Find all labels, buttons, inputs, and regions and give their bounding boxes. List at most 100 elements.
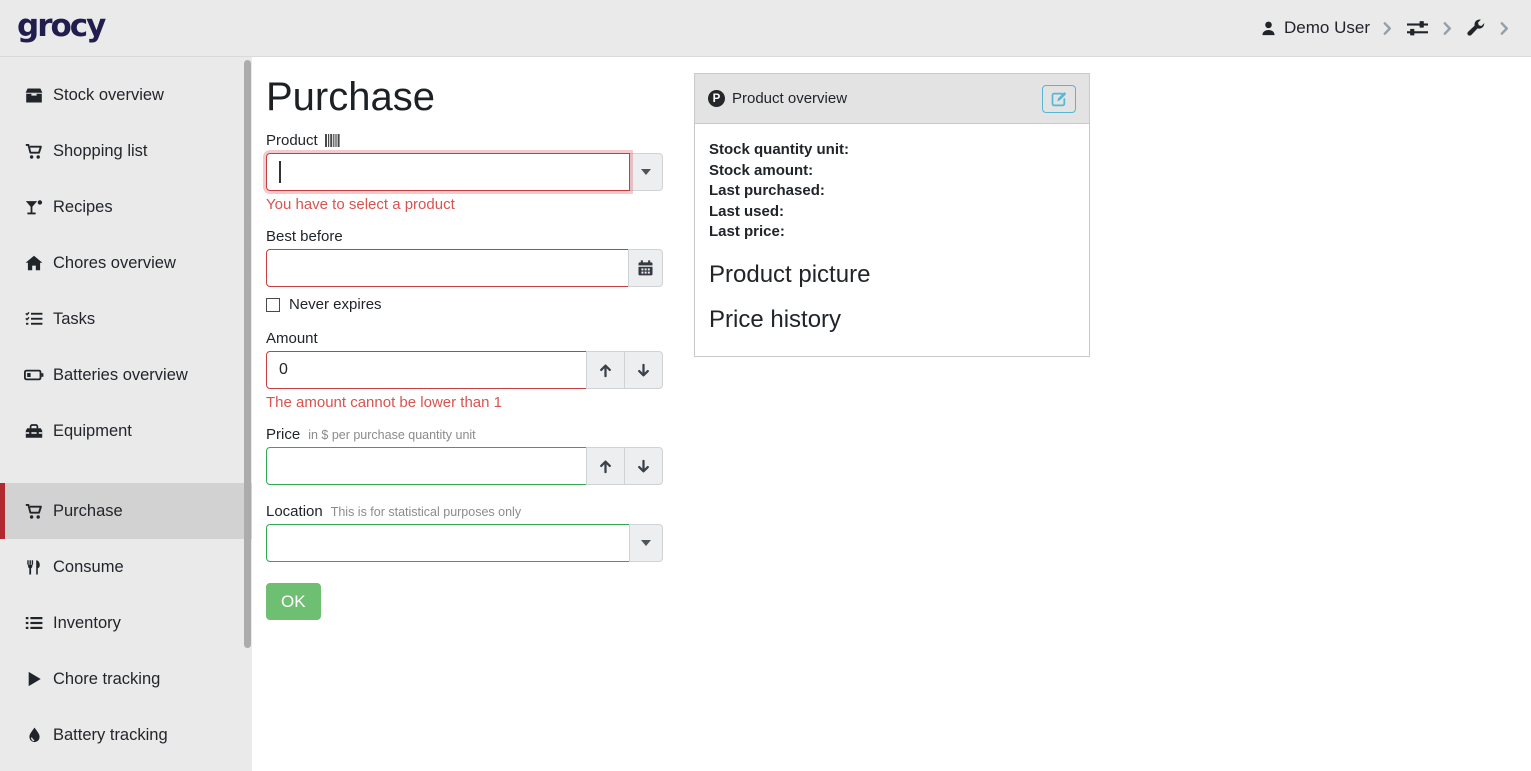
sidebar-item-inventory[interactable]: Inventory <box>0 595 252 651</box>
chevron-right-icon <box>1500 21 1509 35</box>
sidebar-item-label: Battery tracking <box>53 725 168 744</box>
sidebar-item-tasks[interactable]: Tasks <box>0 291 252 347</box>
amount-input[interactable] <box>266 351 587 389</box>
price-label-row: Price in $ per purchase quantity unit <box>266 426 663 443</box>
sidebar-item-label: Chore tracking <box>53 669 161 688</box>
product-input[interactable] <box>266 153 630 191</box>
best-before-input-group <box>266 249 663 287</box>
wrench-icon <box>1467 19 1485 37</box>
tasks-icon <box>24 311 44 327</box>
price-group: Price in $ per purchase quantity unit <box>266 426 663 485</box>
arrow-down-icon <box>636 459 651 474</box>
sidebar-item-label: Stock overview <box>53 85 164 104</box>
arrow-down-icon <box>636 363 651 378</box>
location-hint: This is for statistical purposes only <box>330 505 522 519</box>
grocy-logo: grocy <box>17 7 106 44</box>
shopping-cart-icon <box>24 503 44 520</box>
master-data-menu[interactable] <box>1407 20 1428 37</box>
amount-increment-button[interactable] <box>586 351 625 389</box>
page-title: Purchase <box>266 75 435 119</box>
top-nav: Demo User <box>1260 18 1509 38</box>
sidebar-item-consume[interactable]: Consume <box>0 539 252 595</box>
best-before-label: Best before <box>266 228 343 245</box>
product-overview-panel: P Product overview Stock quantity unit: … <box>694 73 1090 771</box>
stock-amount-line: Stock amount: <box>709 161 814 179</box>
sidebar-item-label: Inventory <box>53 613 121 632</box>
droplet-icon <box>24 727 44 744</box>
sidebar-scrollbar[interactable] <box>244 60 251 648</box>
battery-icon <box>24 368 44 382</box>
amount-label-row: Amount <box>266 330 663 347</box>
box-icon <box>24 87 44 104</box>
price-input[interactable] <box>266 447 587 485</box>
product-overview-title-row: P Product overview <box>708 90 847 107</box>
product-dropdown-button[interactable] <box>629 153 663 191</box>
user-icon <box>1260 20 1277 37</box>
cocktail-icon <box>24 199 44 216</box>
sidebar-item-label: Equipment <box>53 421 132 440</box>
user-name: Demo User <box>1284 18 1370 37</box>
sidebar-item-chore-tracking[interactable]: Chore tracking <box>0 651 252 707</box>
user-menu[interactable]: Demo User <box>1260 18 1370 38</box>
sidebar-item-stock-overview[interactable]: Stock overview <box>0 67 252 123</box>
edit-product-button[interactable] <box>1042 84 1076 113</box>
product-overview-card: P Product overview Stock quantity unit: … <box>694 73 1090 357</box>
calendar-icon <box>638 260 653 276</box>
home-icon <box>24 255 44 271</box>
play-icon <box>24 671 44 687</box>
price-increment-button[interactable] <box>586 447 625 485</box>
sidebar-item-chores-overview[interactable]: Chores overview <box>0 235 252 291</box>
sidebar-item-label: Tasks <box>53 309 96 328</box>
barcode-icon <box>324 134 340 147</box>
product-group: Product You have to select a product <box>266 132 663 213</box>
sidebar-item-shopping-list[interactable]: Shopping list <box>0 123 252 179</box>
sidebar-item-equipment[interactable]: Equipment <box>0 403 252 459</box>
location-label-row: Location This is for statistical purpose… <box>266 503 663 520</box>
price-decrement-button[interactable] <box>624 447 663 485</box>
caret-down-icon <box>641 169 651 175</box>
arrow-up-icon <box>598 459 613 474</box>
product-overview-header: P Product overview <box>695 74 1089 124</box>
toolbox-icon <box>24 423 44 439</box>
calendar-button[interactable] <box>628 249 663 287</box>
never-expires-label: Never expires <box>289 296 382 313</box>
best-before-group: Best before Never expires <box>266 228 663 313</box>
amount-decrement-button[interactable] <box>624 351 663 389</box>
admin-menu[interactable] <box>1467 19 1485 37</box>
sidebar-item-label: Consume <box>53 557 124 576</box>
stock-quantity-unit-line: Stock quantity unit: <box>709 141 849 158</box>
product-error: You have to select a product <box>266 196 455 213</box>
arrow-up-icon <box>598 363 613 378</box>
best-before-label-row: Best before <box>266 228 663 245</box>
sidebar-item-purchase[interactable]: Purchase <box>0 483 252 539</box>
edit-icon <box>1051 91 1067 107</box>
product-circle-icon: P <box>708 90 725 107</box>
purchase-form: Purchase Product You have <box>266 73 663 771</box>
sidebar-item-battery-tracking[interactable]: Battery tracking <box>0 707 252 763</box>
chevron-right-icon <box>1443 21 1452 35</box>
price-hint: in $ per purchase quantity unit <box>308 428 476 442</box>
sidebar: Stock overview Shopping list Recipes Cho… <box>0 57 252 771</box>
caret-down-icon <box>641 540 651 546</box>
never-expires-checkbox[interactable] <box>266 297 280 312</box>
location-dropdown-button[interactable] <box>629 524 663 562</box>
product-overview-body: Stock quantity unit: Stock amount: Last … <box>695 124 1089 356</box>
shopping-cart-icon <box>24 143 44 160</box>
location-select[interactable] <box>266 524 630 562</box>
location-group: Location This is for statistical purpose… <box>266 503 663 562</box>
sidebar-item-recipes[interactable]: Recipes <box>0 179 252 235</box>
sidebar-item-label: Batteries overview <box>53 365 188 384</box>
best-before-input[interactable] <box>266 249 629 287</box>
sidebar-item-batteries-overview[interactable]: Batteries overview <box>0 347 252 403</box>
price-label: Price <box>266 426 301 443</box>
last-purchased-line: Last purchased: <box>709 182 825 199</box>
last-used-line: Last used: <box>709 202 785 220</box>
ok-button[interactable]: OK <box>266 583 321 620</box>
amount-group: Amount The amount cannot be lower than 1 <box>266 330 663 411</box>
sidebar-group-divider <box>0 459 252 483</box>
chevron-right-icon <box>1383 21 1392 35</box>
product-label-row: Product <box>266 132 663 149</box>
product-overview-title: Product overview <box>732 90 848 107</box>
sidebar-item-label: Chores overview <box>53 253 176 272</box>
sidebar-item-label: Recipes <box>53 197 113 216</box>
